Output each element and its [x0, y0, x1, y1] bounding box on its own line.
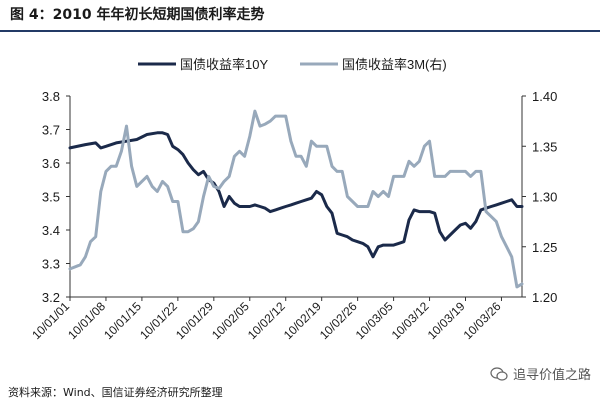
- y-left-tick-label: 3.8: [42, 89, 60, 104]
- watermark: 追寻价值之路: [490, 364, 591, 383]
- y-right-tick-label: 1.35: [532, 139, 557, 154]
- y-left-tick-label: 3.4: [42, 223, 60, 238]
- series-group: [68, 109, 524, 289]
- series-line-3m: [68, 109, 524, 289]
- y-right-tick-label: 1.20: [532, 290, 557, 305]
- x-tick-label: 10/02/12: [245, 299, 288, 342]
- y-left-tick-label: 3.5: [42, 190, 60, 205]
- x-tick-label: 10/03/12: [389, 299, 432, 342]
- x-tick-label: 10/01/22: [137, 299, 180, 342]
- x-tick-label: 10/03/26: [461, 299, 504, 342]
- x-tick-label: 10/03/19: [425, 299, 468, 342]
- legend-label-10y: 国债收益率10Y: [180, 57, 268, 72]
- y-right-tick-label: 1.25: [532, 240, 557, 255]
- x-tick-label: 10/01/01: [29, 299, 72, 342]
- y-right-tick-label: 1.40: [532, 89, 557, 104]
- x-tick-label: 10/03/05: [353, 299, 396, 342]
- watermark-text: 追寻价值之路: [513, 368, 592, 383]
- x-tick-label: 10/02/05: [209, 299, 252, 342]
- x-tick-label: 10/02/19: [281, 299, 324, 342]
- x-tick-label: 10/02/26: [317, 299, 360, 342]
- y-left-tick-label: 3.7: [42, 123, 60, 138]
- x-tick-label: 10/01/15: [101, 299, 144, 342]
- title-rule: [0, 30, 600, 32]
- x-tick-label: 10/01/29: [173, 299, 216, 342]
- legend-label-3m: 国债收益率3M(右): [342, 57, 447, 72]
- x-tick-label: 10/01/08: [65, 299, 108, 342]
- y-left-tick-label: 3.2: [42, 290, 60, 305]
- y-left-tick-label: 3.6: [42, 156, 60, 171]
- series-line-10y: [68, 131, 524, 259]
- y-right-tick-label: 1.30: [532, 190, 557, 205]
- figure-title: 图 4：2010 年年初长短期国债利率走势: [10, 7, 265, 23]
- wechat-icon: [490, 366, 508, 381]
- legend: 国债收益率10Y 国债收益率3M(右): [138, 57, 447, 72]
- source-note: 资料来源：Wind、国信证券经济研究所整理: [8, 386, 223, 399]
- y-left-tick-label: 3.3: [42, 257, 60, 272]
